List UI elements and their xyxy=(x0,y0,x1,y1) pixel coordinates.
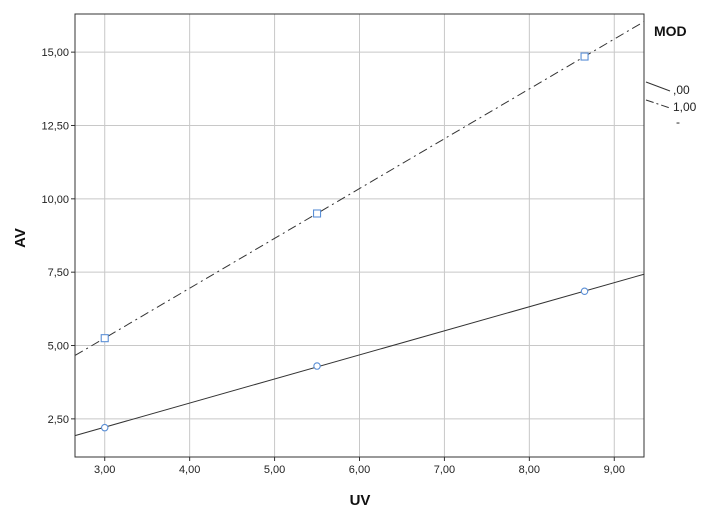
x-axis-ticks: 3,00 4,00 5,00 6,00 7,00 8,00 9,00 xyxy=(94,457,625,476)
x-axis-title: UV xyxy=(350,492,371,509)
legend-title: MOD xyxy=(654,23,687,39)
fit-lines xyxy=(74,21,645,437)
data-points xyxy=(100,52,589,432)
y-tick-label: 12,50 xyxy=(41,120,69,132)
x-tick-label: 4,00 xyxy=(179,464,200,476)
legend-swatch-100 xyxy=(645,99,671,109)
data-point-square xyxy=(312,209,322,218)
y-axis-title: AV xyxy=(12,228,29,248)
y-tick-label: 15,00 xyxy=(41,47,69,59)
y-tick-label: 10,00 xyxy=(41,194,69,206)
y-tick-label: 2,50 xyxy=(48,414,69,426)
data-point-circle xyxy=(580,287,589,295)
x-tick-label: 6,00 xyxy=(349,464,370,476)
fit-line-series-0 xyxy=(74,273,645,437)
y-tick-label: 7,50 xyxy=(48,267,69,279)
data-point-square xyxy=(100,334,109,343)
gridlines xyxy=(75,14,644,457)
legend-label-dash: - xyxy=(676,115,680,129)
y-axis-ticks: 2,50 5,00 7,50 10,00 12,50 15,00 xyxy=(41,47,75,426)
fit-line-series-1 xyxy=(74,21,645,356)
legend-swatch-00 xyxy=(645,81,671,92)
x-tick-label: 8,00 xyxy=(519,464,540,476)
legend: MOD ,00 1,00 - xyxy=(645,23,697,129)
x-tick-label: 7,00 xyxy=(434,464,455,476)
y-tick-label: 5,00 xyxy=(48,341,69,353)
x-tick-label: 9,00 xyxy=(604,464,625,476)
data-point-circle xyxy=(100,423,109,432)
legend-label-00: ,00 xyxy=(673,83,690,97)
x-tick-label: 5,00 xyxy=(264,464,285,476)
data-point-square xyxy=(580,52,589,61)
legend-label-100: 1,00 xyxy=(673,100,697,114)
data-point-circle xyxy=(313,362,321,370)
x-tick-label: 3,00 xyxy=(94,464,115,476)
